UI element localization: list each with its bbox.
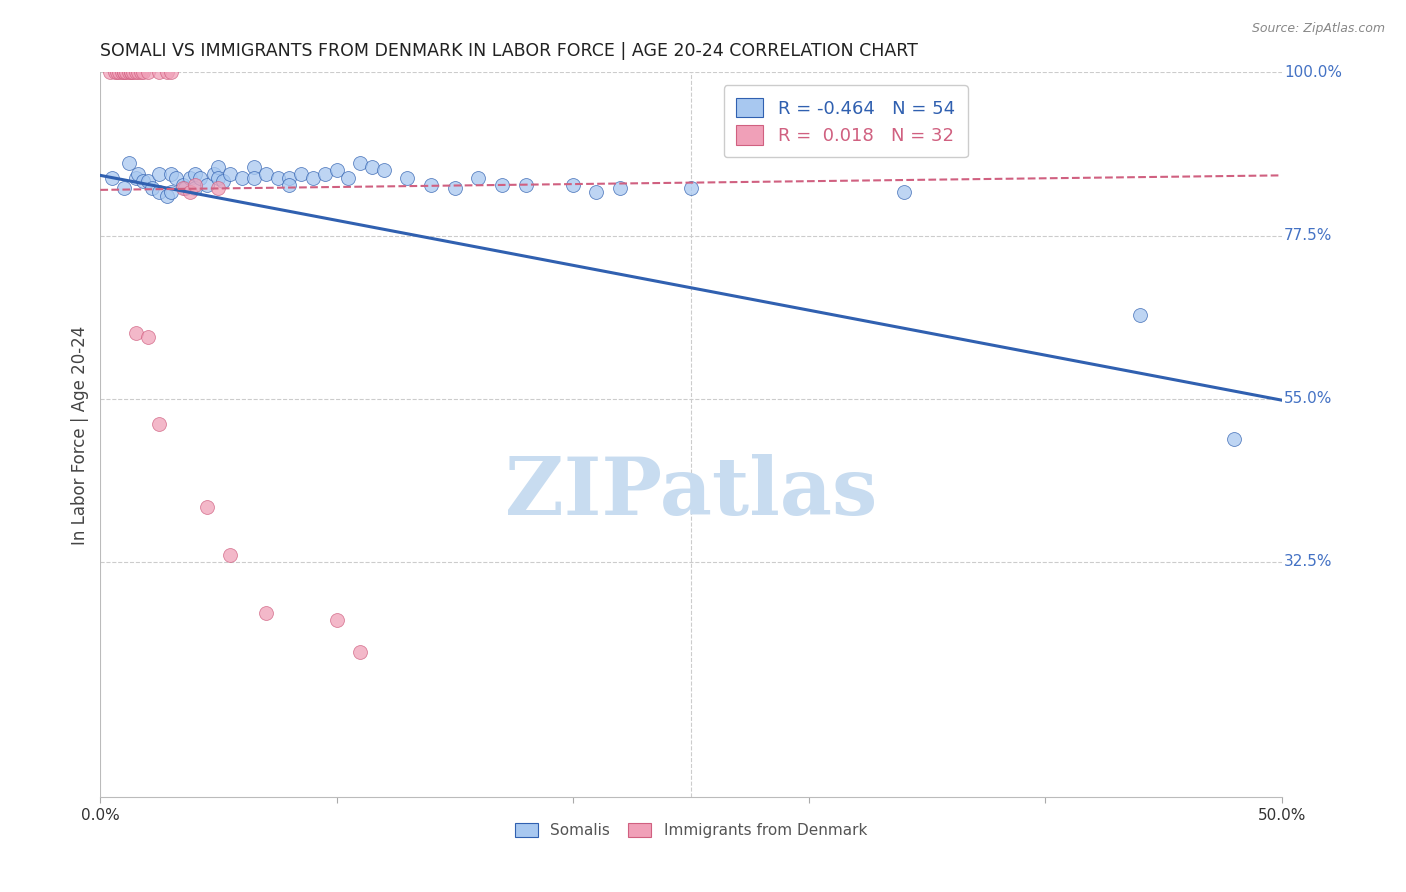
Point — [202, 167, 225, 181]
Point — [179, 170, 201, 185]
Point — [155, 65, 177, 79]
Point — [184, 181, 207, 195]
Text: Source: ZipAtlas.com: Source: ZipAtlas.com — [1251, 22, 1385, 36]
Point — [207, 181, 229, 195]
Point — [361, 160, 384, 174]
Point — [207, 160, 229, 174]
Text: ZIPatlas: ZIPatlas — [505, 454, 877, 532]
Point — [125, 170, 148, 185]
Point — [120, 65, 142, 79]
Point — [314, 167, 336, 181]
Point — [290, 167, 312, 181]
Point — [266, 170, 288, 185]
Point — [165, 170, 187, 185]
Point — [893, 185, 915, 199]
Point — [148, 167, 170, 181]
Point — [101, 170, 124, 185]
Point — [679, 181, 702, 195]
Point — [118, 156, 141, 170]
Point — [349, 645, 371, 659]
Point — [122, 65, 145, 79]
Point — [219, 167, 242, 181]
Point — [184, 178, 207, 192]
Point — [1223, 432, 1246, 446]
Point — [127, 65, 149, 79]
Text: 32.5%: 32.5% — [1284, 554, 1333, 569]
Point — [136, 65, 159, 79]
Point — [231, 170, 253, 185]
Point — [1129, 308, 1152, 322]
Text: SOMALI VS IMMIGRANTS FROM DENMARK IN LABOR FORCE | AGE 20-24 CORRELATION CHART: SOMALI VS IMMIGRANTS FROM DENMARK IN LAB… — [100, 42, 918, 60]
Text: 77.5%: 77.5% — [1284, 228, 1333, 243]
Point — [125, 326, 148, 341]
Point — [174, 181, 197, 195]
Point — [396, 170, 419, 185]
Point — [132, 174, 155, 188]
Point — [184, 167, 207, 181]
Point — [148, 417, 170, 431]
Point — [254, 167, 277, 181]
Point — [132, 65, 155, 79]
Point — [118, 65, 141, 79]
Point — [467, 170, 489, 185]
Text: 55.0%: 55.0% — [1284, 392, 1333, 406]
Point — [195, 500, 218, 515]
Point — [443, 181, 465, 195]
Point — [141, 181, 163, 195]
Point — [188, 170, 211, 185]
Point — [207, 170, 229, 185]
Point — [491, 178, 513, 192]
Point — [278, 178, 301, 192]
Point — [561, 178, 583, 192]
Point — [325, 163, 347, 178]
Point — [112, 65, 135, 79]
Point — [373, 163, 395, 178]
Point — [160, 65, 183, 79]
Point — [243, 170, 266, 185]
Point — [125, 65, 148, 79]
Point — [243, 160, 266, 174]
Point — [148, 185, 170, 199]
Point — [212, 174, 235, 188]
Point — [515, 178, 537, 192]
Point — [110, 65, 132, 79]
Point — [120, 65, 142, 79]
Point — [349, 156, 371, 170]
Point — [103, 65, 125, 79]
Point — [337, 170, 360, 185]
Point — [195, 178, 218, 192]
Point — [98, 65, 121, 79]
Legend: Somalis, Immigrants from Denmark: Somalis, Immigrants from Denmark — [509, 817, 873, 844]
Text: 100.0%: 100.0% — [1284, 65, 1341, 80]
Point — [254, 606, 277, 620]
Point — [105, 65, 128, 79]
Point — [172, 181, 194, 195]
Point — [179, 185, 201, 199]
Point — [302, 170, 325, 185]
Point — [148, 65, 170, 79]
Point — [136, 174, 159, 188]
Point — [219, 548, 242, 562]
Point — [129, 65, 152, 79]
Point — [127, 167, 149, 181]
Point — [278, 170, 301, 185]
Point — [115, 65, 138, 79]
Point — [420, 178, 443, 192]
Point — [585, 185, 607, 199]
Point — [136, 330, 159, 344]
Point — [155, 188, 177, 202]
Point — [325, 613, 347, 627]
Point — [112, 65, 135, 79]
Point — [108, 65, 131, 79]
Point — [160, 185, 183, 199]
Point — [112, 181, 135, 195]
Point — [609, 181, 631, 195]
Point — [160, 167, 183, 181]
Point — [172, 178, 194, 192]
Y-axis label: In Labor Force | Age 20-24: In Labor Force | Age 20-24 — [72, 326, 89, 544]
